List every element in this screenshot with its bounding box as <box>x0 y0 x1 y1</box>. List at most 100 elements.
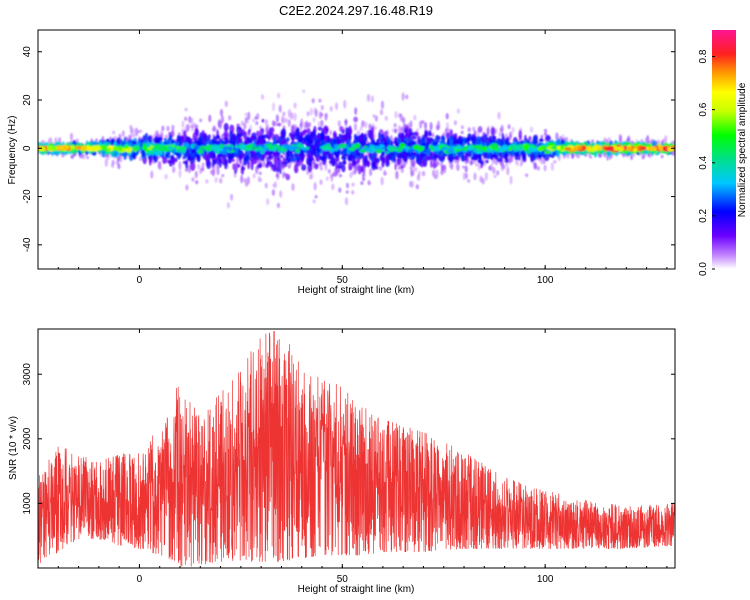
spectral-energy-mark <box>216 167 220 176</box>
spectral-energy-mark <box>553 160 557 164</box>
spectral-energy-mark <box>339 150 344 155</box>
spectral-energy-mark <box>434 154 440 158</box>
spectral-energy-mark <box>314 136 318 143</box>
spectral-energy-mark <box>394 128 398 134</box>
spectral-energy-mark <box>401 92 405 101</box>
spectral-energy-mark <box>181 136 184 140</box>
spectral-energy-mark <box>313 182 317 191</box>
spectral-energy-mark <box>533 150 538 156</box>
spectral-energy-mark <box>318 162 322 166</box>
spectral-energy-mark <box>369 168 373 177</box>
spectral-energy-mark <box>556 145 561 150</box>
spectral-energy-mark <box>51 145 57 152</box>
spectral-energy-mark <box>247 111 251 121</box>
spectral-energy-mark <box>311 98 315 104</box>
spectral-energy-mark <box>221 174 225 178</box>
x-tick-label: 0 <box>137 275 143 286</box>
spectral-energy-mark <box>461 153 464 162</box>
spectral-energy-mark <box>318 98 322 103</box>
spectral-energy-mark <box>390 152 396 162</box>
spectral-energy-mark <box>430 147 434 152</box>
snr-marks <box>38 330 675 567</box>
spectral-energy-mark <box>250 135 255 141</box>
colorbar-label: Normalized spectral amplitude <box>737 82 748 217</box>
spectral-energy-mark <box>386 135 390 143</box>
y-tick-label: 0 <box>22 145 33 151</box>
spectral-energy-mark <box>124 144 129 149</box>
spectral-energy-mark <box>355 165 359 172</box>
figure-title: C2E2.2024.297.16.48.R19 <box>279 3 433 18</box>
spectral-energy-mark <box>193 145 198 149</box>
spectral-energy-mark <box>154 150 163 156</box>
spectral-energy-mark <box>314 195 318 199</box>
spectral-energy-mark <box>427 130 432 137</box>
spectral-energy-mark <box>194 170 198 179</box>
spectral-energy-mark <box>121 130 125 138</box>
spectral-energy-mark <box>506 166 510 176</box>
spectral-energy-mark <box>384 115 388 121</box>
spectral-energy-mark <box>266 198 270 206</box>
spectral-energy-mark <box>80 145 87 152</box>
spectral-energy-mark <box>292 153 297 163</box>
spectral-energy-mark <box>339 143 347 148</box>
spectral-energy-mark <box>104 158 108 167</box>
spectral-energy-mark <box>154 131 158 135</box>
spectral-energy-mark <box>571 152 575 160</box>
spectral-energy-mark <box>428 144 433 149</box>
spectral-energy-mark <box>473 149 482 153</box>
spectral-energy-mark <box>223 130 229 139</box>
spectral-energy-mark <box>256 113 260 120</box>
spectral-energy-mark <box>319 179 323 185</box>
spectral-energy-mark <box>347 133 352 141</box>
spectral-energy-mark <box>359 137 365 142</box>
spectral-energy-mark <box>385 151 390 154</box>
x-tick-label: 0 <box>137 574 143 585</box>
spectral-energy-mark <box>190 162 196 171</box>
spectral-energy-mark <box>612 146 620 151</box>
spectral-energy-mark <box>530 153 534 161</box>
spectral-energy-mark <box>224 160 228 170</box>
spectral-energy-mark <box>532 136 538 146</box>
spectral-energy-mark <box>453 120 457 126</box>
spectral-energy-mark <box>332 130 337 140</box>
y-tick-label: 3000 <box>22 363 33 386</box>
spectral-energy-mark <box>273 150 278 158</box>
spectral-energy-mark <box>137 130 141 134</box>
spectral-energy-mark <box>349 171 353 179</box>
spectral-energy-mark <box>300 131 305 137</box>
spectral-energy-mark <box>257 163 263 169</box>
spectral-energy-mark <box>329 129 333 136</box>
spectral-energy-mark <box>275 173 279 178</box>
spectral-energy-mark <box>416 174 421 181</box>
spectral-energy-mark <box>275 114 279 123</box>
spectral-energy-mark <box>285 173 291 181</box>
spectral-energy-mark <box>394 163 397 171</box>
spectral-energy-mark <box>500 163 504 172</box>
spectral-energy-mark <box>391 145 395 151</box>
spectral-energy-mark <box>397 137 401 144</box>
spectral-energy-mark <box>262 159 266 168</box>
colorbar-tick-label: 0.0 <box>698 262 709 276</box>
spectral-energy-mark <box>543 164 547 172</box>
spectral-energy-mark <box>199 136 203 143</box>
spectral-energy-mark <box>333 144 339 149</box>
spectral-energy-mark <box>297 144 304 149</box>
spectral-energy-mark <box>117 163 121 170</box>
spectral-energy-mark <box>456 138 462 145</box>
spectral-energy-mark <box>531 144 536 149</box>
spectral-energy-mark <box>486 141 491 147</box>
spectral-energy-mark <box>348 125 352 136</box>
spectral-energy-mark <box>488 165 492 171</box>
spectral-energy-mark <box>411 154 415 161</box>
spectral-energy-mark <box>244 112 248 117</box>
spectral-energy-mark <box>276 122 282 127</box>
spectral-energy-mark <box>325 176 329 181</box>
spectral-energy-mark <box>421 120 425 124</box>
spectrogram-frame <box>37 29 676 270</box>
spectral-energy-mark <box>383 169 387 176</box>
spectral-energy-mark <box>215 135 221 139</box>
x-tick-label: 100 <box>537 275 554 286</box>
spectral-energy-mark <box>382 137 387 143</box>
spectral-energy-mark <box>445 113 449 120</box>
spectral-energy-mark <box>372 114 376 118</box>
